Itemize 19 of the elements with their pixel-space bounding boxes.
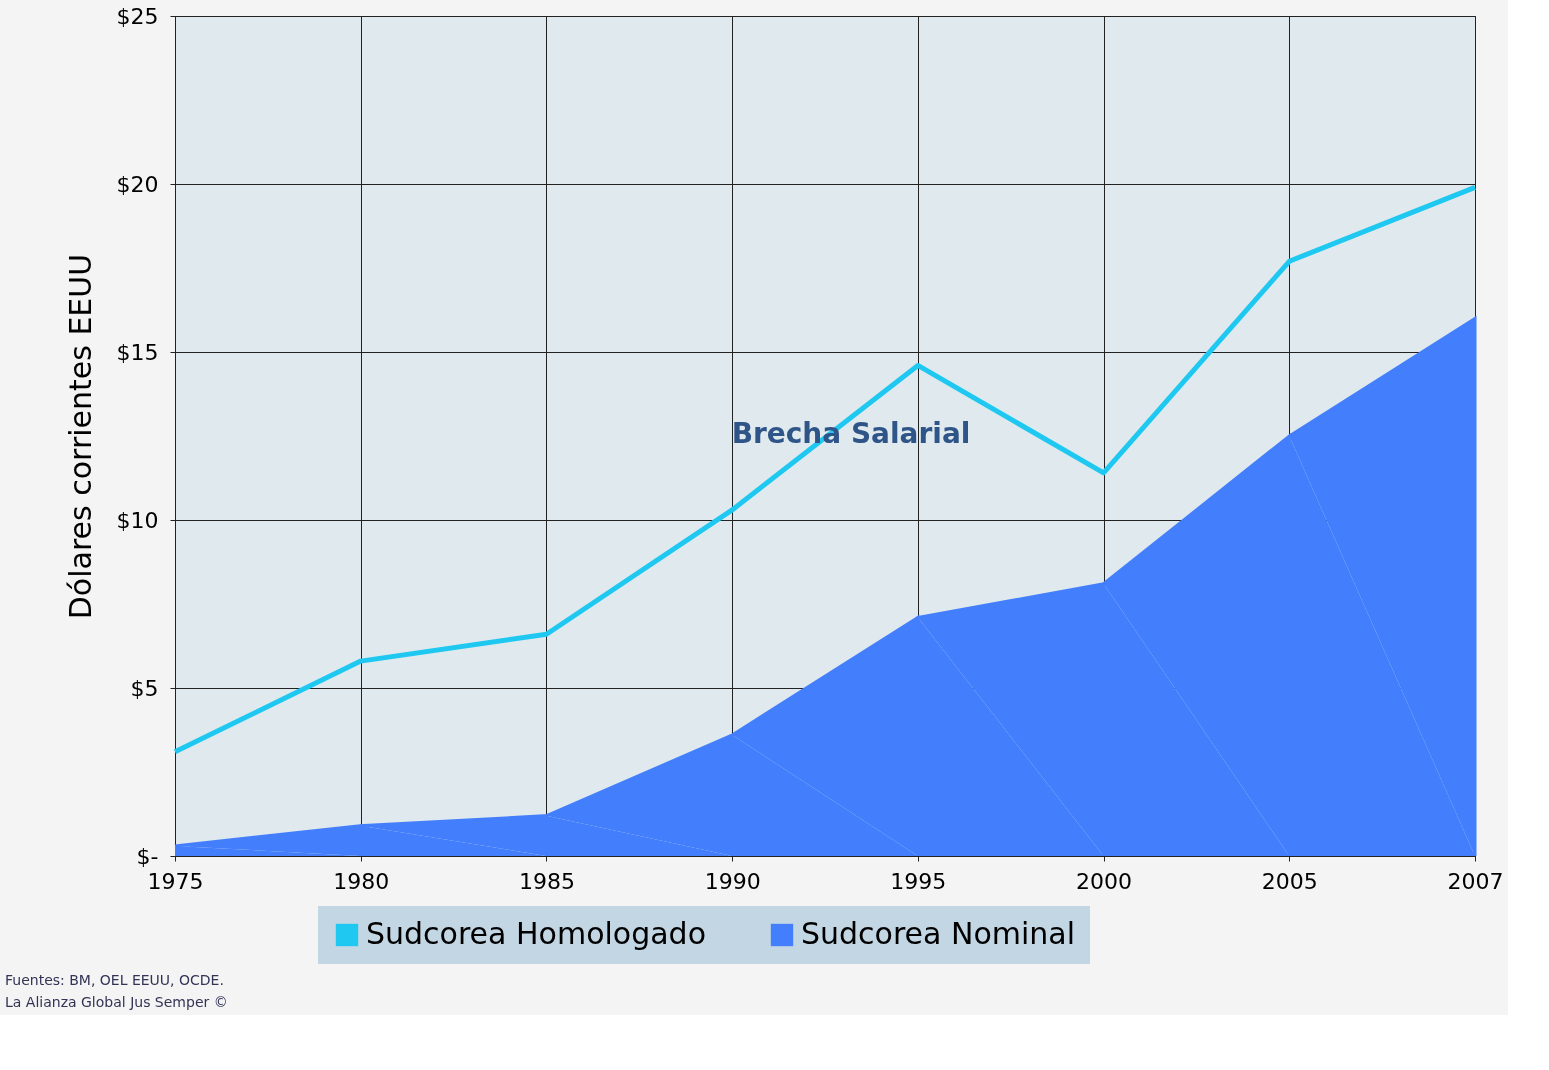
- y-axis-title: Dólares corrientes EEUU: [62, 253, 98, 620]
- x-tick-label: 2005: [1261, 868, 1318, 894]
- y-tick-label: $-: [136, 843, 159, 869]
- y-tick-label: $20: [116, 171, 159, 197]
- x-tick-label: 1990: [704, 868, 761, 894]
- legend-label: Sudcorea Nominal: [801, 916, 1076, 951]
- source-note: Fuentes: BM, OEL EEUU, OCDE.: [5, 972, 224, 988]
- x-tick-label: 1980: [333, 868, 390, 894]
- y-tick-label: $15: [116, 339, 159, 365]
- x-tick-label: 2007: [1447, 868, 1504, 894]
- x-tick-label: 1975: [147, 868, 204, 894]
- x-tick-label: 2000: [1076, 868, 1133, 894]
- text: La Alianza Global Jus Semper ©: [5, 994, 228, 1010]
- y-tick-label: $25: [116, 3, 159, 29]
- x-tick-label: 1985: [518, 868, 575, 894]
- y-tick-label: $5: [130, 675, 159, 701]
- x-tick-label: 1995: [890, 868, 947, 894]
- y-tick-label: $10: [116, 507, 159, 533]
- legend-label: Sudcorea Homologado: [366, 916, 707, 951]
